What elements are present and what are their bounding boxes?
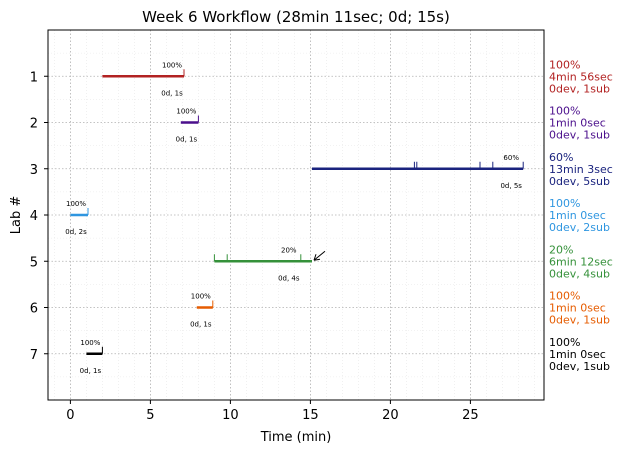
y-axis-title: Lab # <box>9 196 24 235</box>
lab-summary-line: 6min 12sec <box>549 255 613 268</box>
lab-summary-line: 0dev, 1sub <box>549 129 610 142</box>
duration-label: 0d, 2s <box>65 228 87 236</box>
duration-label: 0d, 1s <box>80 367 102 375</box>
x-tick-label: 5 <box>146 408 154 423</box>
arrow-line <box>313 250 326 261</box>
lab-summary-line: 0dev, 4sub <box>549 267 610 280</box>
lab-summary-line: 1min 0sec <box>549 209 606 222</box>
y-tick-label: 1 <box>30 70 38 85</box>
lab-summary-line: 0dev, 1sub <box>549 314 610 327</box>
arrow-head <box>313 254 321 261</box>
percent-label: 100% <box>176 108 196 116</box>
x-axis-title: Time (min) <box>260 430 332 445</box>
percent-label: 100% <box>80 339 100 347</box>
x-tick-label: 0 <box>66 408 74 423</box>
percent-label: 20% <box>281 246 297 254</box>
lab-summary-line: 0dev, 5sub <box>549 175 610 188</box>
chart-title: Week 6 Workflow (28min 11sec; 0d; 15s) <box>142 8 450 26</box>
mark-layer: 100% 0d, 1s 100% 0d, 1s 60% 0d, 5s 100% 0d, 2s 2… <box>65 61 524 375</box>
percent-label: 100% <box>162 61 182 69</box>
lab-summary-line: 0dev, 1sub <box>549 82 610 95</box>
duration-label: 0d, 1s <box>161 89 183 97</box>
y-tick-label: 6 <box>30 302 38 317</box>
lab-summary-line: 1min 0sec <box>549 117 606 130</box>
lab-summary-line: 1min 0sec <box>549 302 606 315</box>
axis-layer: 0 5 10 15 20 25 1 2 3 4 5 6 7 <box>30 70 479 423</box>
y-tick-label: 4 <box>30 209 38 224</box>
lab-summary-line: 100% <box>549 105 580 118</box>
lab-summary-line: 1min 0sec <box>549 348 606 361</box>
percent-label: 100% <box>66 200 86 208</box>
x-tick-label: 20 <box>382 408 399 423</box>
x-tick-label: 10 <box>222 408 239 423</box>
lab-summary-line: 100% <box>549 290 580 303</box>
duration-label: 0d, 5s <box>500 182 522 190</box>
x-tick-label: 15 <box>302 408 319 423</box>
y-tick-label: 2 <box>30 117 38 132</box>
lab-summary-line: 20% <box>549 243 573 256</box>
lab-summary-line: 0dev, 2sub <box>549 221 610 234</box>
duration-label: 0d, 1s <box>190 321 212 329</box>
lab-summary-line: 13min 3sec <box>549 163 613 176</box>
y-tick-label: 3 <box>30 163 38 178</box>
percent-label: 100% <box>191 293 211 301</box>
lab-summary-line: 0dev, 1sub <box>549 360 610 373</box>
lab-summary-line: 100% <box>549 336 580 349</box>
lab-summary-line: 100% <box>549 58 580 71</box>
lab-summary-line: 100% <box>549 197 580 210</box>
y-tick-label: 5 <box>30 255 38 270</box>
duration-label: 0d, 4s <box>278 274 300 282</box>
percent-label: 60% <box>503 154 519 162</box>
lab-summary-line: 60% <box>549 151 573 164</box>
grid-layer <box>48 30 544 400</box>
lab-summary-line: 4min 56sec <box>549 70 613 83</box>
duration-label: 0d, 1s <box>176 136 198 144</box>
y-tick-label: 7 <box>30 348 38 363</box>
x-tick-label: 25 <box>462 408 479 423</box>
